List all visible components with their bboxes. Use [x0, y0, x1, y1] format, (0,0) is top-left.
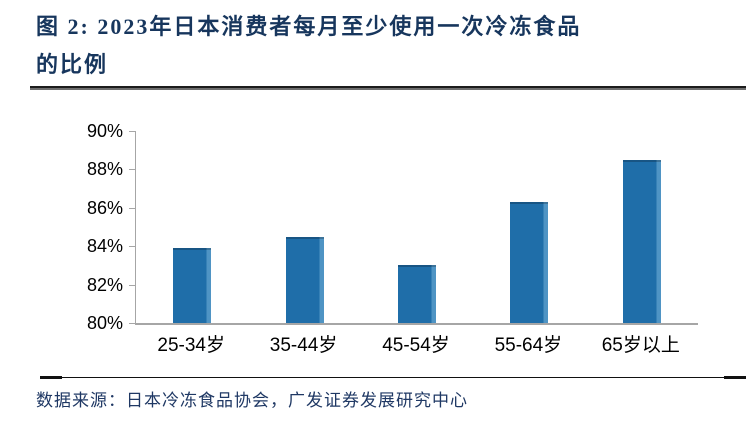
bar [173, 248, 212, 323]
y-axis-tick [129, 131, 135, 132]
x-axis-label: 35-44岁 [269, 335, 338, 356]
figure-title: 图 2: 2023年日本消费者每月至少使用一次冷冻食品 的比例 [36, 8, 726, 84]
x-axis-label: 55-64岁 [494, 335, 563, 356]
y-axis-label: 84% [86, 236, 123, 257]
footer-divider-right-cap [724, 376, 746, 379]
x-axis-label: 25-34岁 [157, 335, 225, 356]
y-axis-tick [129, 169, 135, 171]
y-axis-tick [129, 246, 135, 248]
y-axis-tick [129, 284, 135, 286]
title-divider [30, 86, 746, 90]
footer-divider [40, 376, 746, 379]
bar [285, 236, 324, 323]
bar-chart: 90% 88% 86% 84% 82% 80% 25-34岁 35-44岁 45-54岁 55-6… [65, 121, 725, 371]
bar [622, 159, 661, 323]
figure-title-line1: 图 2: 2023年日本消费者每月至少使用一次冷冻食品 [36, 14, 582, 39]
plot-area [135, 131, 698, 325]
bar [398, 265, 436, 323]
y-axis-tick [129, 207, 135, 209]
footer-divider-left-cap [40, 376, 62, 379]
y-axis-label: 86% [86, 197, 123, 218]
y-axis-tick [129, 323, 135, 324]
y-axis-label: 82% [86, 274, 123, 295]
y-axis-label: 80% [86, 313, 123, 333]
data-source-text: 数据来源：日本冷冻食品协会，广发证券发展研究中心 [36, 391, 468, 410]
y-axis-label: 88% [86, 159, 123, 180]
figure-title-line2: 的比例 [36, 52, 109, 77]
x-axis-label: 45-54岁 [382, 335, 450, 356]
bar [510, 202, 549, 323]
y-axis-label: 90% [86, 121, 123, 141]
x-axis-label: 65岁以上 [601, 335, 680, 356]
